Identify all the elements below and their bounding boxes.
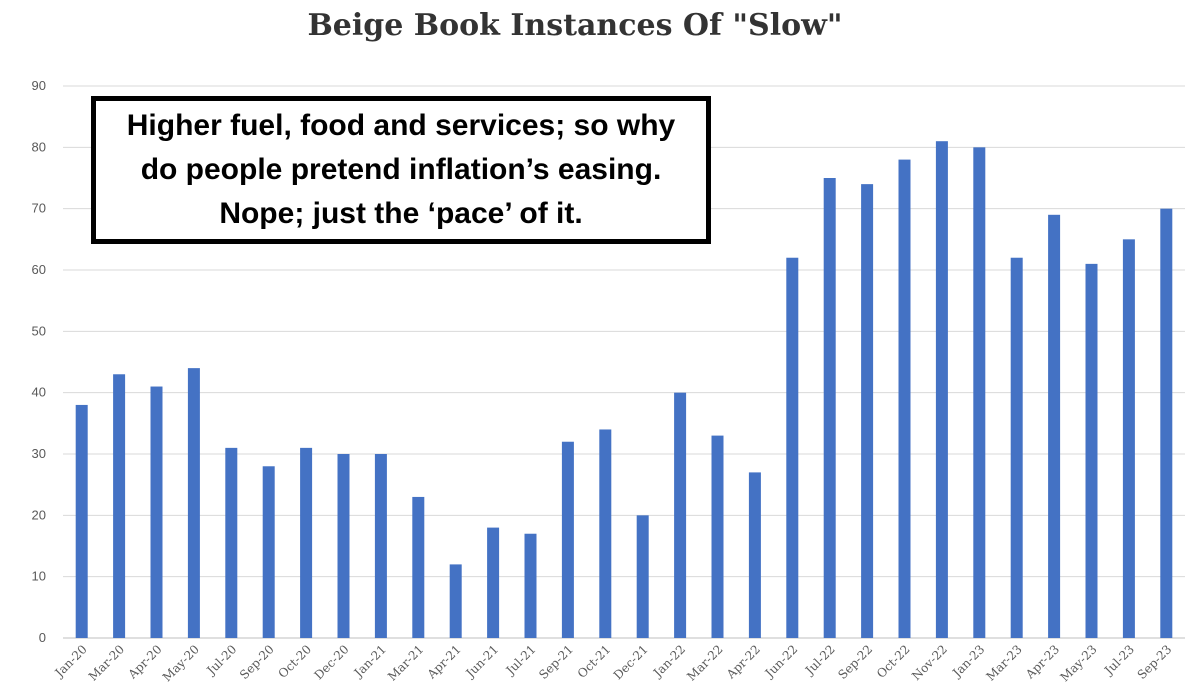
bar-Sep-20 bbox=[262, 466, 275, 638]
y-tick-label: 70 bbox=[32, 201, 46, 216]
x-tick-label: Mar-21 bbox=[385, 642, 426, 683]
bar-Apr-22 bbox=[748, 472, 761, 638]
annotation-box: Higher fuel, food and services; so why d… bbox=[91, 96, 711, 244]
y-tick-label: 40 bbox=[32, 385, 46, 400]
x-tick-label: Dec-21 bbox=[611, 642, 651, 682]
bar-Mar-21 bbox=[412, 496, 425, 638]
bar-Jul-23 bbox=[1122, 239, 1135, 639]
y-tick-label: 0 bbox=[39, 630, 46, 645]
x-tick-label: Jul-22 bbox=[801, 642, 838, 679]
x-tick-label: Jan-20 bbox=[51, 642, 90, 681]
y-tick-label: 20 bbox=[32, 507, 46, 522]
bar-Jun-22 bbox=[786, 257, 799, 638]
bar-Mar-22 bbox=[711, 435, 724, 638]
y-tick-label: 30 bbox=[32, 446, 46, 461]
x-tick-label: Mar-23 bbox=[983, 642, 1024, 683]
x-tick-label: Jul-21 bbox=[502, 642, 539, 679]
y-tick-label: 50 bbox=[32, 323, 46, 338]
bar-Jan-20 bbox=[75, 404, 88, 638]
bar-Sep-21 bbox=[561, 441, 574, 638]
y-axis-ticks: 0 10 20 30 40 50 60 70 80 90 bbox=[32, 78, 46, 645]
chart-title: Beige Book Instances Of "Slow" bbox=[307, 8, 843, 43]
x-tick-label: Nov-22 bbox=[909, 642, 950, 683]
x-tick-label: Apr-21 bbox=[424, 642, 464, 682]
x-tick-label: Jan-22 bbox=[649, 642, 688, 681]
x-tick-label: Oct-20 bbox=[276, 642, 315, 681]
x-tick-label: Jun-21 bbox=[462, 642, 501, 681]
x-tick-label: Sep-20 bbox=[237, 642, 277, 682]
x-tick-label: Sep-23 bbox=[1135, 642, 1175, 682]
bar-Jun-21 bbox=[487, 527, 500, 638]
bars bbox=[75, 141, 1173, 639]
bar-Oct-22 bbox=[898, 159, 911, 638]
x-tick-label: Apr-22 bbox=[723, 642, 763, 682]
x-tick-label: Sep-21 bbox=[536, 642, 576, 682]
y-tick-label: 80 bbox=[32, 139, 46, 154]
x-tick-label: Jun-22 bbox=[761, 642, 800, 681]
bar-Apr-20 bbox=[150, 386, 163, 638]
x-tick-label: Sep-22 bbox=[835, 642, 875, 682]
bar-Sep-23 bbox=[1160, 208, 1173, 638]
bar-May-23 bbox=[1085, 263, 1098, 638]
x-tick-label: Jul-20 bbox=[203, 642, 240, 679]
bar-Jan-23 bbox=[973, 147, 986, 639]
x-tick-label: Mar-20 bbox=[86, 642, 127, 683]
x-tick-label: May-23 bbox=[1058, 642, 1100, 684]
bar-Dec-20 bbox=[337, 454, 350, 638]
bar-Nov-22 bbox=[935, 141, 948, 638]
x-tick-label: Jul-23 bbox=[1100, 642, 1137, 679]
bar-Mar-20 bbox=[113, 374, 126, 638]
bar-Jul-21 bbox=[524, 533, 537, 638]
bar-May-20 bbox=[187, 368, 200, 638]
x-tick-label: Oct-22 bbox=[874, 642, 913, 681]
bar-Jan-21 bbox=[374, 454, 387, 638]
x-tick-label: Apr-20 bbox=[125, 642, 165, 682]
bar-Oct-20 bbox=[300, 447, 313, 638]
x-tick-label: Jan-21 bbox=[350, 642, 389, 681]
bar-Sep-22 bbox=[861, 184, 874, 638]
x-tick-label: Jan-23 bbox=[949, 642, 988, 681]
y-tick-label: 60 bbox=[32, 262, 46, 277]
bar-Apr-21 bbox=[449, 564, 462, 638]
x-tick-label: Mar-22 bbox=[684, 642, 725, 683]
bar-Apr-23 bbox=[1048, 214, 1061, 639]
bar-Jan-22 bbox=[674, 392, 687, 638]
x-tick-label: Oct-21 bbox=[575, 642, 614, 681]
y-tick-label: 10 bbox=[32, 569, 46, 584]
x-tick-label: May-20 bbox=[160, 642, 202, 684]
x-tick-label: Apr-23 bbox=[1022, 642, 1062, 682]
bar-Jul-22 bbox=[823, 178, 836, 638]
bar-Jul-20 bbox=[225, 447, 238, 638]
y-tick-label: 90 bbox=[32, 78, 46, 93]
bar-Oct-21 bbox=[599, 429, 612, 638]
x-tick-label: Dec-20 bbox=[311, 642, 351, 682]
bar-Mar-23 bbox=[1010, 257, 1023, 638]
annotation-text: Higher fuel, food and services; so why d… bbox=[126, 109, 676, 230]
bar-Dec-21 bbox=[636, 515, 649, 638]
